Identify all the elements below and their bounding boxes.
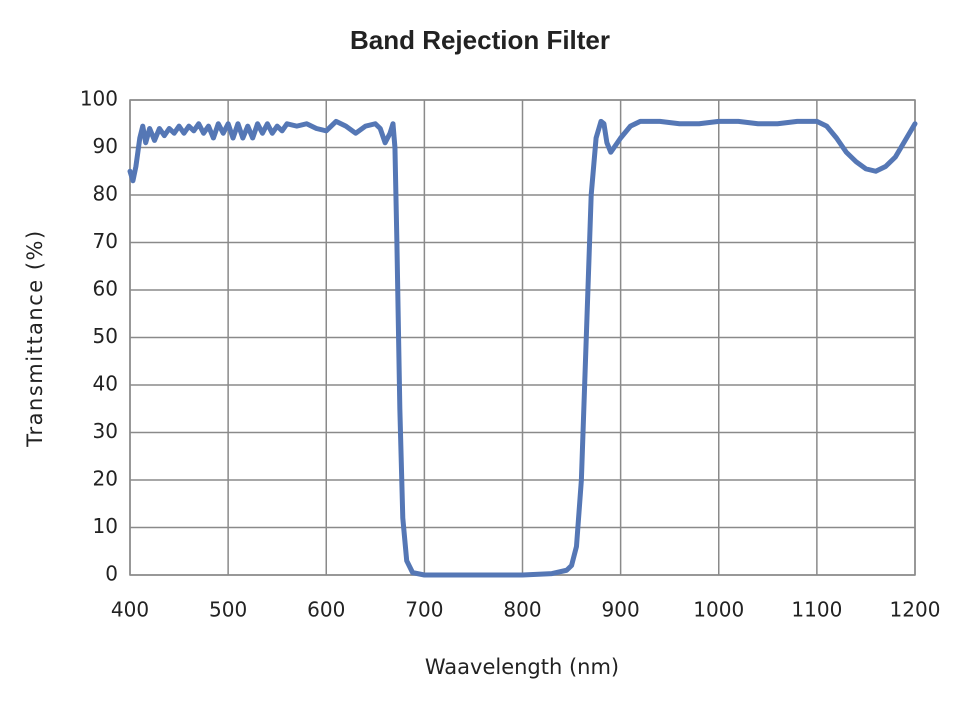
y-tick-label: 40 xyxy=(93,372,118,396)
y-tick-label: 80 xyxy=(93,182,118,206)
x-tick-label: 1100 xyxy=(791,598,842,622)
y-tick-label: 60 xyxy=(93,277,118,301)
x-tick-label: 1200 xyxy=(890,598,941,622)
x-tick-label: 800 xyxy=(503,598,541,622)
y-tick-label: 100 xyxy=(80,87,118,111)
x-tick-label: 600 xyxy=(307,598,345,622)
y-tick-label: 30 xyxy=(93,419,118,443)
data-line xyxy=(127,118,918,578)
y-tick-label: 70 xyxy=(93,229,118,253)
x-tick-label: 500 xyxy=(209,598,247,622)
y-tick-label: 10 xyxy=(93,514,118,538)
y-tick-label: 90 xyxy=(93,134,118,158)
x-tick-label: 1000 xyxy=(693,598,744,622)
y-tick-label: 50 xyxy=(93,324,118,348)
y-tick-label: 20 xyxy=(93,467,118,491)
x-tick-label: 400 xyxy=(111,598,149,622)
x-tick-label: 900 xyxy=(602,598,640,622)
chart-title: Band Rejection Filter xyxy=(350,25,610,55)
y-axis-title: Transmittance (%) xyxy=(23,229,47,447)
y-tick-label: 0 xyxy=(105,562,118,586)
x-axis-title: Waavelength (nm) xyxy=(425,655,619,679)
x-tick-label: 700 xyxy=(405,598,443,622)
